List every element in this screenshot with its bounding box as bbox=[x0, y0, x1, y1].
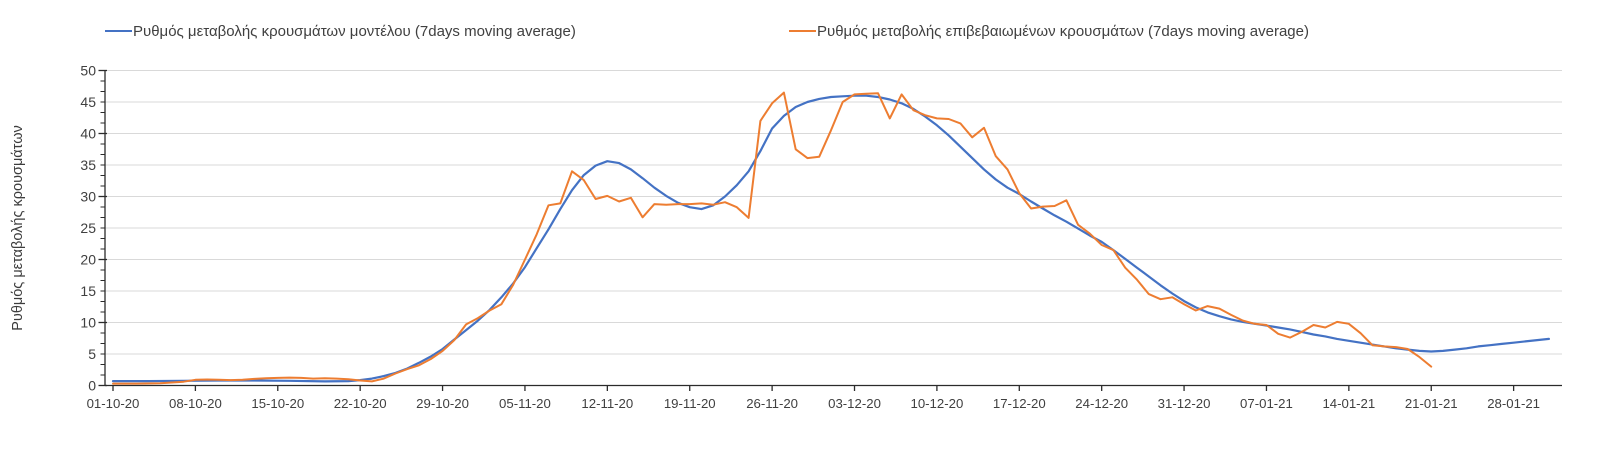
y-tick-label: 30 bbox=[80, 189, 96, 205]
series-line-1 bbox=[112, 91, 1433, 385]
y-tick-label: 45 bbox=[80, 94, 96, 110]
legend-line-icon-model bbox=[105, 29, 132, 33]
y-tick-label: 15 bbox=[80, 283, 96, 299]
y-tick-label: 0 bbox=[88, 378, 96, 394]
chart-legend: Ρυθμός μεταβολής κρουσμάτων μοντέλου (7d… bbox=[0, 0, 1599, 46]
x-tick-label: 26-11-20 bbox=[746, 396, 798, 411]
x-tick-label: 19-11-20 bbox=[664, 396, 716, 411]
y-tick-label: 50 bbox=[80, 63, 96, 79]
x-tick-label: 29-10-20 bbox=[416, 396, 469, 411]
x-tick-label: 01-10-20 bbox=[87, 396, 140, 411]
x-tick-label: 07-01-21 bbox=[1240, 396, 1293, 411]
y-tick-label: 35 bbox=[80, 157, 96, 173]
legend-label-model: Ρυθμός μεταβολής κρουσμάτων μοντέλου (7d… bbox=[133, 22, 576, 40]
y-tick-label: 25 bbox=[80, 220, 96, 236]
series-line-0 bbox=[111, 94, 1551, 383]
legend-item-model: Ρυθμός μεταβολής κρουσμάτων μοντέλου (7d… bbox=[105, 21, 576, 41]
x-tick-label: 24-12-20 bbox=[1075, 396, 1128, 411]
y-tick-label: 40 bbox=[80, 126, 96, 142]
x-tick-label: 17-12-20 bbox=[993, 396, 1046, 411]
y-tick-label: 10 bbox=[80, 315, 96, 331]
legend-item-confirmed: Ρυθμός μεταβολής επιβεβαιωμένων κρουσμάτ… bbox=[789, 21, 1309, 41]
x-tick-label: 10-12-20 bbox=[911, 396, 964, 411]
x-tick-label: 14-01-21 bbox=[1322, 396, 1375, 411]
x-tick-label: 28-01-21 bbox=[1487, 396, 1540, 411]
x-tick-label: 31-12-20 bbox=[1158, 396, 1211, 411]
x-tick-label: 03-12-20 bbox=[828, 396, 881, 411]
x-tick-label: 22-10-20 bbox=[334, 396, 387, 411]
y-tick-label: 5 bbox=[88, 346, 96, 362]
legend-line-icon-confirmed bbox=[789, 29, 816, 33]
x-tick-label: 21-01-21 bbox=[1405, 396, 1458, 411]
legend-label-confirmed: Ρυθμός μεταβολής επιβεβαιωμένων κρουσμάτ… bbox=[817, 22, 1309, 40]
x-tick-label: 15-10-20 bbox=[251, 396, 304, 411]
y-tick-label: 20 bbox=[80, 252, 96, 268]
x-tick-label: 08-10-20 bbox=[169, 396, 222, 411]
x-tick-label: 05-11-20 bbox=[499, 396, 551, 411]
x-tick-label: 12-11-20 bbox=[581, 396, 633, 411]
